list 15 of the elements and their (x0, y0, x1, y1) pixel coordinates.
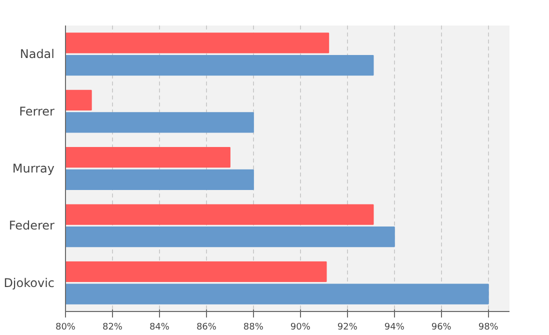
x-tick-label: 82% (102, 322, 123, 332)
x-tick-label: 84% (149, 322, 170, 332)
x-tick-label: 98% (478, 322, 499, 332)
x-tick-label: 96% (431, 322, 452, 332)
x-tick-label: 92% (337, 322, 358, 332)
x-tick-label: 86% (196, 322, 217, 332)
x-tick-label: 88% (243, 322, 264, 332)
x-tick-label: 90% (290, 322, 311, 332)
x-tick-label: 94% (384, 322, 405, 332)
y-tick-label: Murray (12, 162, 55, 176)
y-tick-label: Djokovic (4, 276, 54, 290)
y-tick-label: Ferrer (19, 104, 55, 118)
y-tick-label: Federer (8, 218, 55, 233)
x-tick-label: 80% (56, 322, 76, 332)
y-tick-label: Nadal (20, 47, 55, 62)
